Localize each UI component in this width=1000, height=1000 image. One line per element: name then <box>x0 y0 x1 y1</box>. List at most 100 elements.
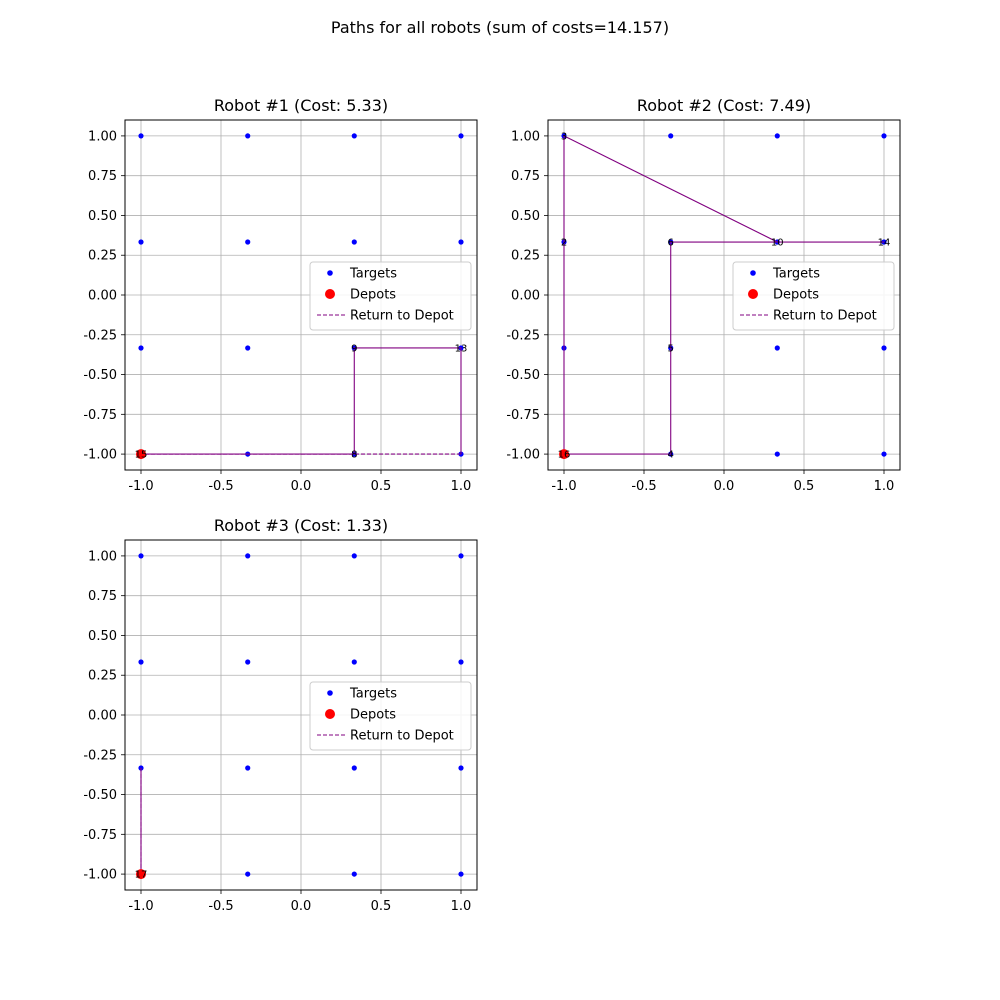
node-label: 15 <box>135 450 148 461</box>
y-tick-label: 0.50 <box>88 629 117 644</box>
target-point <box>881 133 887 139</box>
target-point <box>881 345 887 351</box>
x-tick-label: -0.5 <box>631 479 656 494</box>
y-tick-label: -0.25 <box>83 748 117 763</box>
legend-box <box>309 681 472 751</box>
target-point <box>351 659 357 665</box>
target-point <box>351 133 357 139</box>
x-tick-label: 0.0 <box>291 899 312 914</box>
legend-depots-marker <box>748 289 758 299</box>
axes-frame <box>124 119 478 471</box>
x-tick-label: 1.0 <box>874 479 895 494</box>
y-tick-label: 0.25 <box>511 249 540 264</box>
target-point <box>458 239 464 245</box>
target-point <box>245 133 251 139</box>
legend: Targets Depots Return to Depot <box>309 681 472 751</box>
y-tick-label: -0.25 <box>506 328 540 343</box>
x-tick-label: 1.0 <box>451 479 472 494</box>
x-tick-label: -0.5 <box>208 479 233 494</box>
y-tick-label: 1.00 <box>88 549 117 564</box>
y-tick-label: -1.00 <box>506 448 540 463</box>
robot-path <box>563 135 884 455</box>
axes-frame <box>124 539 478 891</box>
subplot-3: Robot #3 (Cost: 1.33) -1.0 -0.5 0.0 0.5 1.0 1.… <box>83 516 478 914</box>
y-tick-label: -1.00 <box>83 448 117 463</box>
y-tick-label: 0.75 <box>88 589 117 604</box>
target-point <box>351 239 357 245</box>
legend-targets-label: Targets <box>772 267 820 282</box>
y-tick-label: -0.50 <box>83 368 117 383</box>
y-tick-label: 0.25 <box>88 249 117 264</box>
target-point <box>774 345 780 351</box>
y-tick-label: 1.00 <box>88 129 117 144</box>
target-point <box>245 239 251 245</box>
legend: Targets Depots Return to Depot <box>732 261 895 331</box>
target-point <box>458 871 464 877</box>
depot-point <box>559 449 569 460</box>
target-point <box>245 659 251 665</box>
y-tick-label: 0.00 <box>88 289 117 304</box>
x-tick-label: 0.0 <box>714 479 735 494</box>
target-point <box>245 871 251 877</box>
legend-targets-label: Targets <box>349 687 397 702</box>
legend-return-label: Return to Depot <box>773 309 877 324</box>
target-point <box>351 871 357 877</box>
target-point <box>138 553 144 559</box>
y-tick-label: -0.50 <box>83 788 117 803</box>
target-point <box>245 553 251 559</box>
target-point <box>245 765 251 771</box>
legend-depots-label: Depots <box>773 288 819 303</box>
legend: Targets Depots Return to Depot <box>309 261 472 331</box>
node-label: 14 <box>878 238 891 249</box>
subplot-title: Robot #3 (Cost: 1.33) <box>214 516 388 535</box>
node-label: 2 <box>561 238 567 249</box>
y-tick-label: 0.50 <box>511 209 540 224</box>
figure-title: Paths for all robots (sum of costs=14.15… <box>330 18 670 37</box>
target-point <box>138 659 144 665</box>
legend-box <box>732 261 895 331</box>
node-label: 6 <box>668 238 674 249</box>
x-tick-label: -1.0 <box>128 899 153 914</box>
y-tick-label: 1.00 <box>511 129 540 144</box>
y-tick-label: 0.25 <box>88 669 117 684</box>
legend-targets-marker <box>750 270 756 276</box>
target-point <box>881 451 887 457</box>
depot-point <box>136 869 146 880</box>
node-label: 13 <box>455 343 468 354</box>
target-point <box>351 553 357 559</box>
target-point <box>774 133 780 139</box>
target-point <box>458 553 464 559</box>
target-point <box>138 133 144 139</box>
y-tick-label: 0.75 <box>88 169 117 184</box>
legend-targets-marker <box>327 270 333 276</box>
y-tick-label: -0.50 <box>506 368 540 383</box>
target-point <box>351 765 357 771</box>
x-tick-label: 0.5 <box>794 479 815 494</box>
target-point <box>774 451 780 457</box>
target-point <box>668 133 674 139</box>
legend-targets-label: Targets <box>349 267 397 282</box>
y-tick-label: -1.00 <box>83 868 117 883</box>
y-tick-label: -0.75 <box>83 408 117 423</box>
x-tick-label: 0.5 <box>371 899 392 914</box>
target-point <box>245 345 251 351</box>
y-tick-label: 0.00 <box>511 289 540 304</box>
x-tick-label: -0.5 <box>208 899 233 914</box>
legend-depots-label: Depots <box>350 708 396 723</box>
x-tick-label: -1.0 <box>551 479 576 494</box>
legend-targets-marker <box>327 690 333 696</box>
x-tick-label: 1.0 <box>451 899 472 914</box>
node-label: 17 <box>135 870 148 881</box>
axes-frame <box>547 119 901 471</box>
subplot-title: Robot #1 (Cost: 5.33) <box>214 96 388 115</box>
legend-box <box>309 261 472 331</box>
y-tick-label: 0.75 <box>511 169 540 184</box>
node-label: 8 <box>351 450 357 461</box>
target-point <box>458 659 464 665</box>
legend-depots-label: Depots <box>350 288 396 303</box>
legend-return-label: Return to Depot <box>350 309 454 324</box>
depot-point <box>136 449 146 460</box>
y-tick-label: 0.00 <box>88 709 117 724</box>
